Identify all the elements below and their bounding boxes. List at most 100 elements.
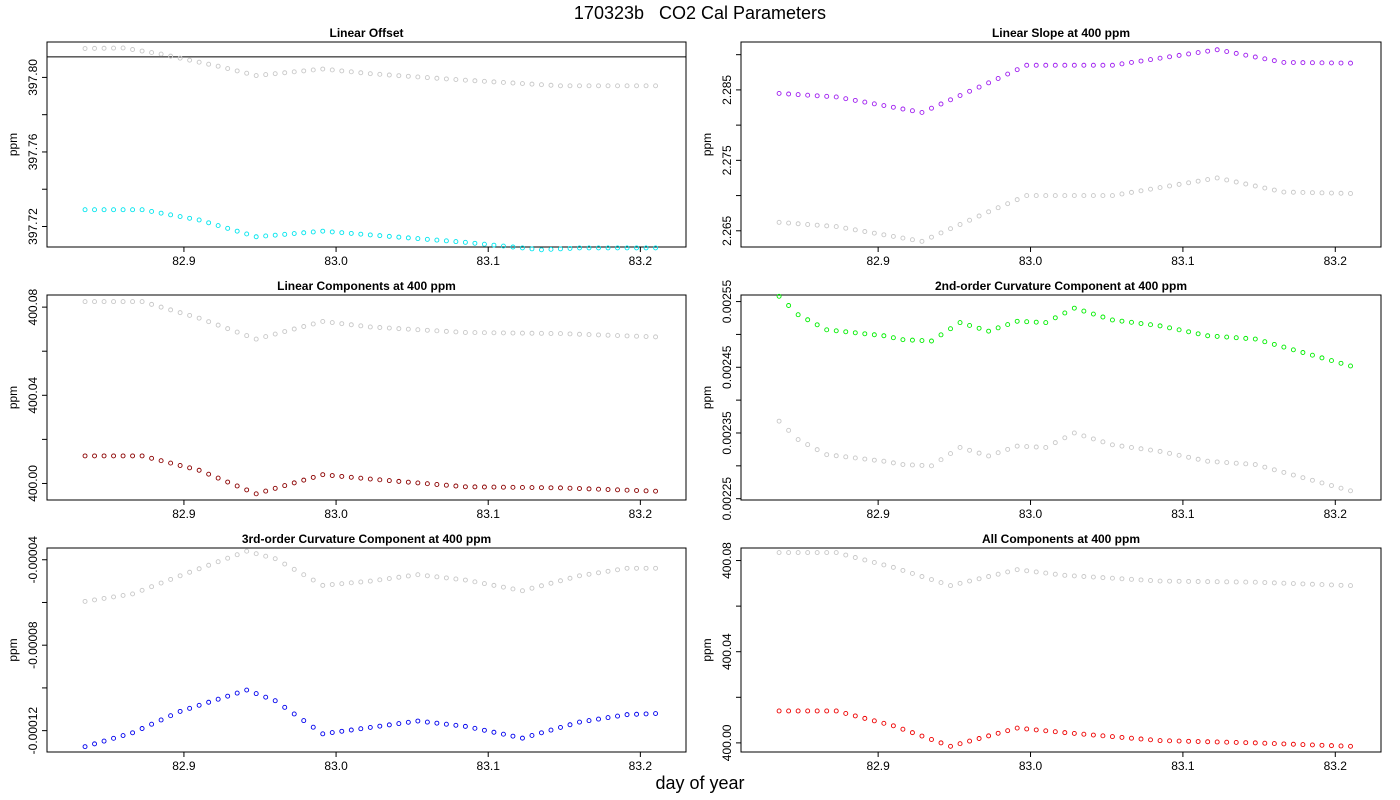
- series-gray: [776, 550, 1353, 589]
- series-red: [776, 708, 1353, 749]
- series-green: [776, 293, 1353, 369]
- data-point: [938, 332, 944, 338]
- data-point: [215, 223, 221, 229]
- data-point: [291, 480, 297, 486]
- data-point: [1186, 329, 1192, 335]
- data-point: [1005, 322, 1011, 328]
- panel-frame: [46, 41, 687, 248]
- data-point: [558, 578, 563, 584]
- data-point: [1043, 444, 1049, 450]
- data-point: [1109, 442, 1115, 448]
- x-tick-label: 82.9: [866, 507, 890, 521]
- x-tick-label: 82.9: [172, 759, 196, 773]
- data-point: [1262, 56, 1268, 62]
- data-point: [510, 484, 516, 490]
- data-point: [1176, 52, 1182, 58]
- data-point: [196, 315, 202, 321]
- data-point: [320, 228, 326, 234]
- data-point: [500, 484, 506, 490]
- x-tick-label: 83.1: [477, 759, 501, 773]
- data-point: [101, 453, 107, 459]
- data-point: [948, 583, 953, 589]
- data-point: [624, 83, 630, 89]
- y-tick-label: -0.00004: [26, 536, 40, 584]
- data-point: [948, 326, 953, 332]
- data-point: [615, 487, 620, 493]
- y-tick-label: 2.265: [720, 215, 734, 245]
- data-point: [149, 455, 155, 461]
- data-point: [234, 68, 240, 74]
- data-point: [976, 84, 982, 90]
- data-point: [1205, 458, 1211, 464]
- data-point: [215, 559, 221, 565]
- data-point: [1071, 193, 1077, 199]
- data-point: [814, 322, 820, 328]
- data-point: [596, 716, 601, 722]
- data-point: [919, 733, 925, 739]
- data-point: [1300, 475, 1306, 481]
- data-point: [1319, 355, 1325, 361]
- x-tick-label: 83.1: [477, 254, 501, 268]
- data-point: [653, 711, 659, 716]
- data-point: [1052, 193, 1058, 199]
- data-point: [986, 209, 992, 215]
- data-point: [881, 333, 887, 339]
- data-point: [871, 230, 877, 236]
- data-point: [1271, 58, 1277, 64]
- panel-title: Linear Offset: [329, 26, 403, 40]
- data-point: [396, 234, 402, 240]
- data-point: [948, 226, 953, 232]
- data-point: [615, 83, 620, 89]
- data-point: [957, 320, 963, 326]
- data-point: [491, 582, 497, 588]
- data-point: [520, 330, 525, 336]
- data-point: [605, 487, 611, 492]
- data-point: [634, 711, 639, 717]
- data-point: [1271, 580, 1277, 586]
- data-point: [1271, 741, 1277, 747]
- data-point: [1138, 446, 1144, 452]
- data-point: [206, 319, 212, 325]
- data-point: [1090, 732, 1096, 738]
- data-point: [548, 246, 554, 252]
- data-point: [196, 217, 202, 223]
- data-point: [948, 451, 953, 457]
- data-point: [976, 213, 982, 219]
- data-point: [890, 460, 896, 466]
- y-tick-label: 0.00255: [720, 280, 734, 324]
- data-point: [1186, 578, 1192, 584]
- data-point: [396, 478, 402, 484]
- data-point: [957, 741, 963, 747]
- data-point: [500, 243, 506, 249]
- data-point: [1109, 193, 1115, 199]
- data-point: [1119, 734, 1125, 740]
- data-point: [1157, 738, 1163, 744]
- data-point: [1148, 447, 1153, 453]
- data-point: [1033, 569, 1039, 575]
- data-point: [348, 230, 354, 236]
- panel-frame: [46, 294, 687, 501]
- data-point: [168, 53, 174, 59]
- data-point: [510, 80, 516, 86]
- data-point: [1243, 461, 1249, 467]
- data-point: [491, 484, 497, 490]
- data-point: [111, 453, 117, 459]
- data-point: [529, 485, 535, 490]
- data-point: [282, 704, 288, 710]
- data-point: [215, 475, 221, 481]
- data-point: [653, 488, 659, 494]
- data-point: [615, 245, 620, 251]
- data-point: [1300, 189, 1306, 195]
- data-point: [130, 453, 136, 459]
- data-point: [263, 233, 269, 239]
- data-point: [1338, 743, 1344, 749]
- data-point: [481, 581, 487, 587]
- y-axis-label: ppm: [6, 386, 20, 409]
- data-point: [967, 578, 973, 584]
- data-point: [833, 224, 839, 230]
- data-point: [558, 83, 563, 89]
- data-point: [92, 299, 97, 305]
- data-point: [1071, 430, 1077, 436]
- data-point: [938, 740, 944, 746]
- data-point: [434, 482, 440, 487]
